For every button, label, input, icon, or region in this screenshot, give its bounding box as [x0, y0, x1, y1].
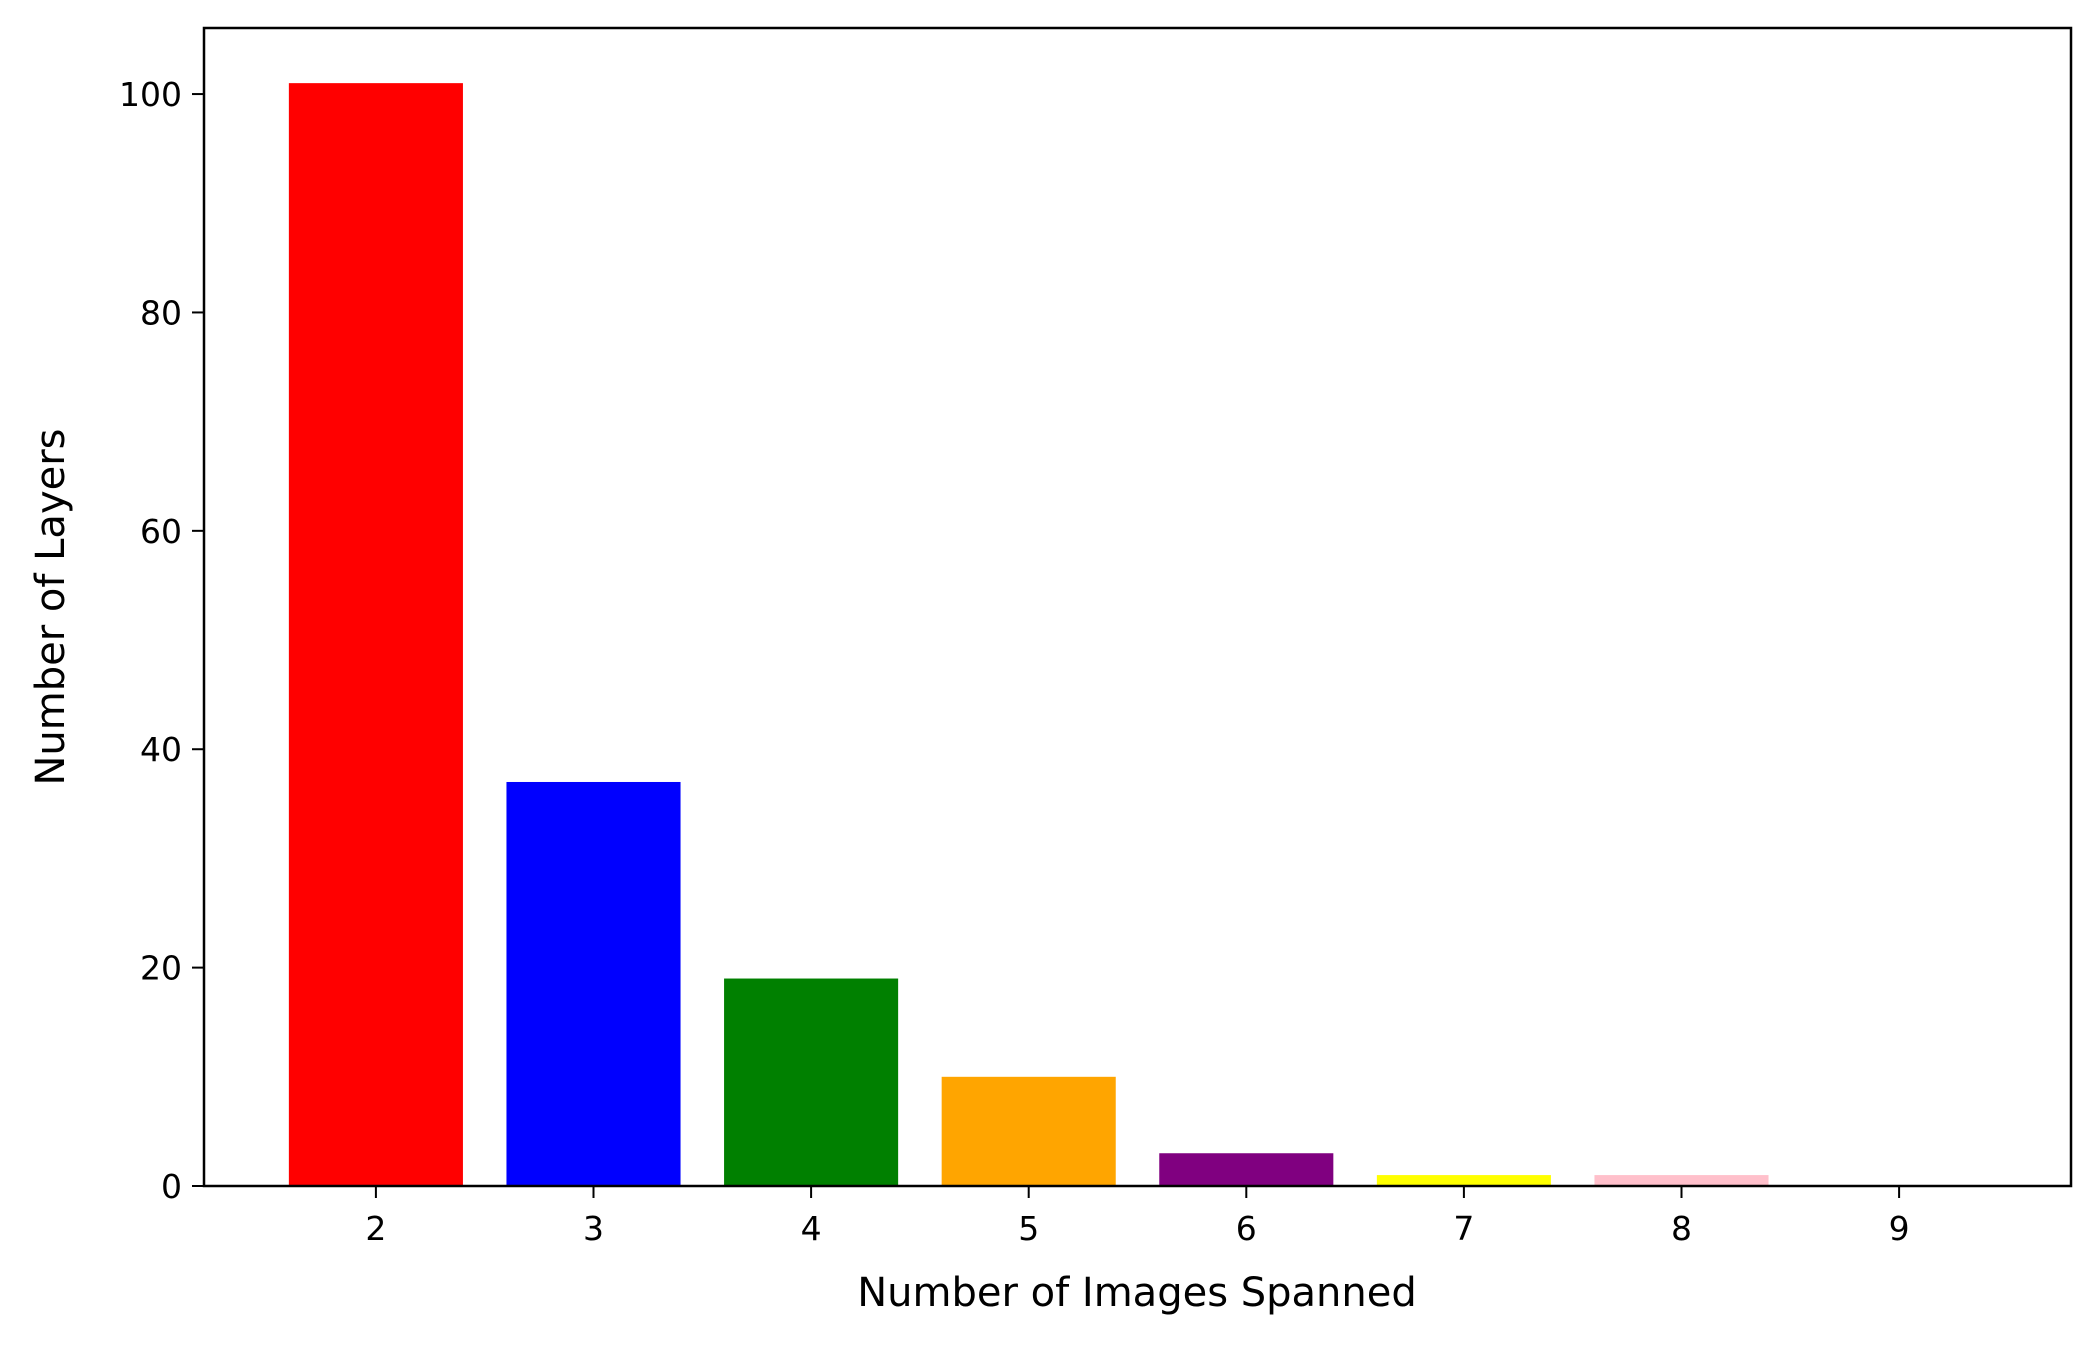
x-tick-label-2: 2	[365, 1209, 386, 1248]
x-tick-label-7: 7	[1453, 1209, 1474, 1248]
bar-6	[1159, 1153, 1334, 1186]
x-tick-label-5: 5	[1018, 1209, 1039, 1248]
bar-7	[1376, 1175, 1551, 1186]
plot-area-frame	[202, 26, 2073, 1188]
y-tick-label-0: 0	[161, 1167, 182, 1206]
x-tick-label-3: 3	[583, 1209, 604, 1248]
y-tick-label-20: 20	[140, 949, 182, 988]
x-axis-ticks: 2 3 4 5 6 7 8 9	[365, 1186, 1910, 1248]
x-tick-label-6: 6	[1236, 1209, 1257, 1248]
x-axis-label: Number of Images Spanned	[857, 1270, 1417, 1316]
bar-3	[506, 781, 681, 1186]
y-axis-label: Number of Layers	[28, 428, 74, 785]
bar-5	[941, 1076, 1116, 1186]
bars-layer	[288, 83, 1769, 1187]
y-axis-ticks: 0 20 40 60 80 100	[119, 75, 204, 1206]
y-tick-label-40: 40	[140, 730, 182, 769]
y-tick-label-80: 80	[140, 293, 182, 332]
x-tick-label-8: 8	[1671, 1209, 1692, 1248]
bar-4	[724, 978, 899, 1186]
x-tick-label-4: 4	[801, 1209, 822, 1248]
bar-2	[288, 83, 463, 1187]
bar-8	[1594, 1175, 1769, 1186]
y-tick-label-60: 60	[140, 512, 182, 551]
x-tick-label-9: 9	[1889, 1209, 1910, 1248]
y-tick-label-100: 100	[119, 75, 182, 114]
